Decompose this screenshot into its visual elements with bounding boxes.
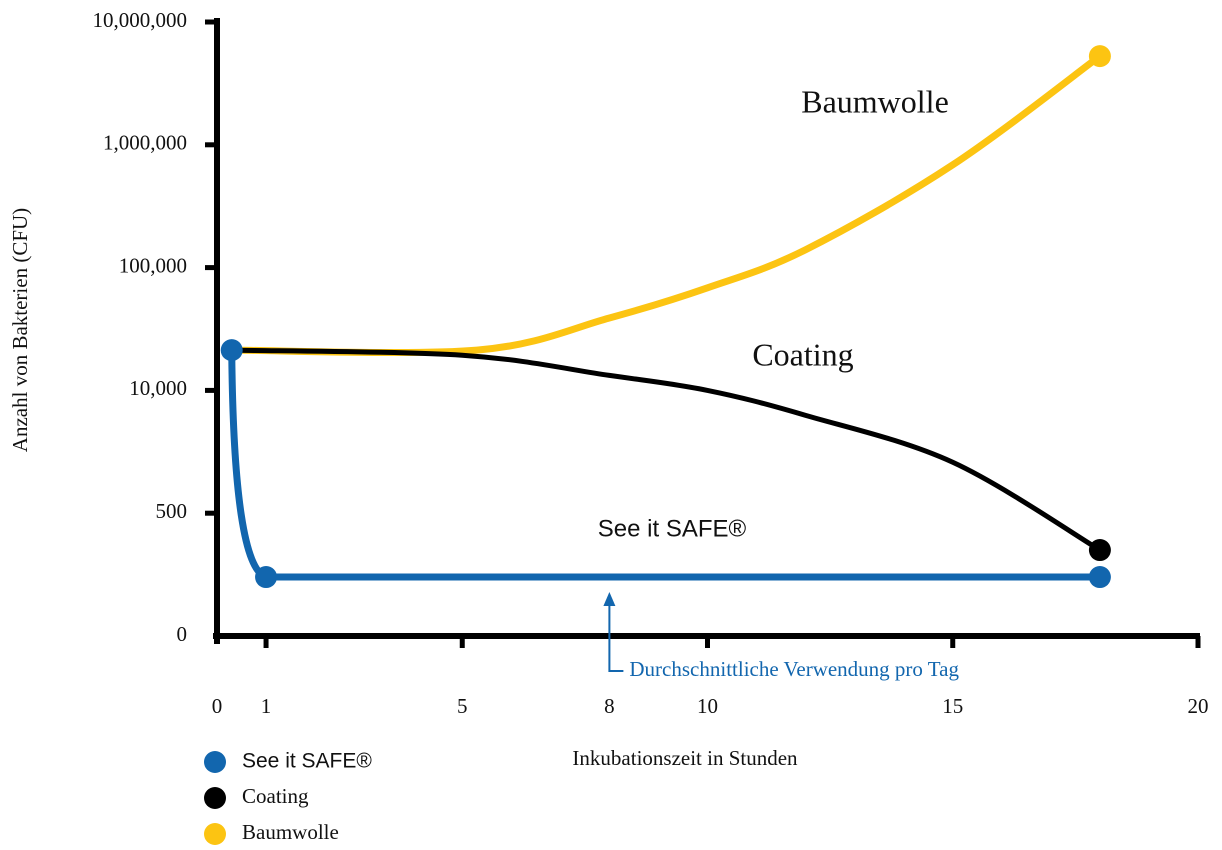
legend-swatch [204, 787, 226, 809]
x-tick-label: 1 [261, 694, 272, 718]
x-tick-label: 8 [604, 694, 615, 718]
legend-label: Baumwolle [242, 820, 339, 844]
series-line [228, 52, 1104, 357]
y-tick-label: 1,000,000 [103, 131, 187, 155]
data-point [1088, 539, 1111, 562]
y-axis-label: Anzahl von Bakterien (CFU) [8, 208, 32, 452]
x-tick-label: 15 [942, 694, 963, 718]
annotation: Baumwolle [801, 83, 949, 119]
legend-label: See it SAFE® [242, 750, 372, 773]
arrow-head [603, 592, 616, 606]
x-tick-label: 10 [697, 694, 718, 718]
annotation: Durchschnittliche Verwendung pro Tag [629, 657, 959, 681]
y-tick-label: 100,000 [119, 253, 187, 277]
y-tick-label: 10,000 [129, 376, 187, 400]
annotation: See it SAFE® [598, 515, 747, 542]
y-tick-label: 10,000,000 [93, 8, 188, 32]
series-line [229, 347, 1103, 553]
x-axis-label: Inkubationszeit in Stunden [572, 746, 798, 770]
annotation-arrow [608, 606, 624, 672]
x-tick-label: 5 [457, 694, 468, 718]
y-tick-label: 0 [177, 622, 188, 646]
annotation: Coating [752, 336, 853, 372]
legend-swatch [204, 823, 226, 845]
data-point [1088, 566, 1111, 589]
data-point [1088, 45, 1111, 68]
y-tick-label: 500 [156, 499, 188, 523]
x-tick-label: 0 [212, 694, 223, 718]
data-point [220, 339, 243, 362]
legend-label: Coating [242, 784, 309, 808]
x-tick-label: 20 [1188, 694, 1209, 718]
legend-swatch [204, 751, 226, 773]
data-point [255, 566, 278, 589]
